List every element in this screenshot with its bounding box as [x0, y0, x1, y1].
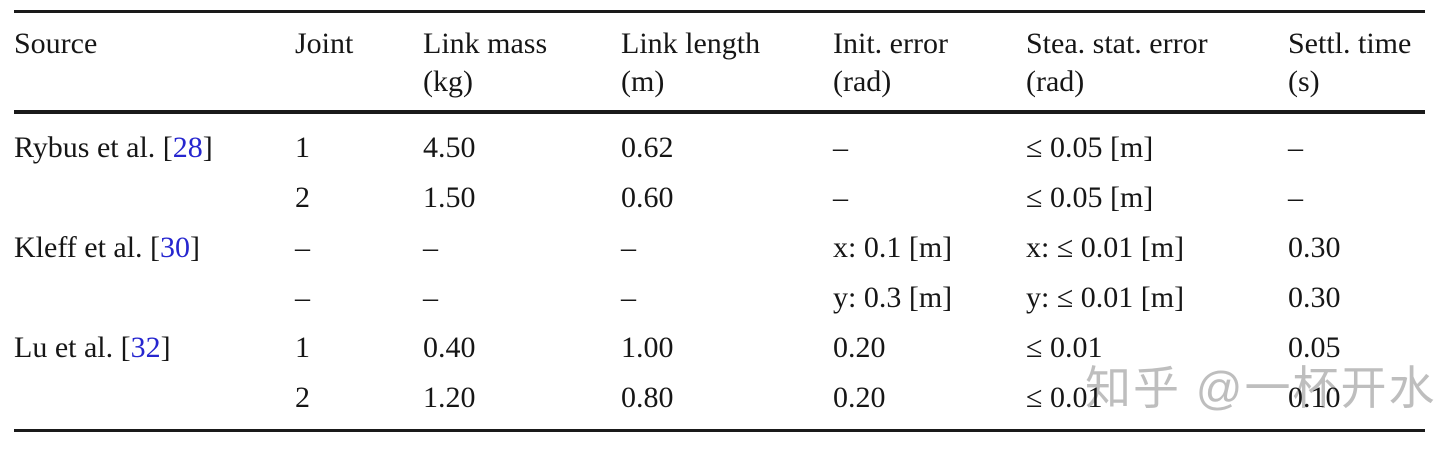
settling-time-cell: – — [1288, 131, 1303, 164]
steady-state-error-cell: ≤ 0.01 — [1026, 331, 1103, 364]
init-error-cell: – — [833, 131, 848, 164]
link-length-cell: 0.80 — [621, 381, 674, 414]
citation-link[interactable]: 28 — [172, 131, 203, 164]
settling-time-cell: 0.30 — [1288, 231, 1341, 264]
table-row: 2 1.50 0.60 – ≤ 0.05 [m] – — [14, 173, 1425, 223]
source-text: Lu et al. [ — [14, 331, 131, 364]
link-length-cell: – — [621, 281, 636, 314]
link-mass-cell: – — [423, 281, 438, 314]
table-row: 2 1.20 0.80 0.20 ≤ 0.01 0.10 — [14, 373, 1425, 423]
joint-cell: 1 — [295, 331, 310, 364]
column-header-settling-time: Settl. time (s) — [1288, 25, 1425, 101]
settling-time-cell: – — [1288, 181, 1303, 214]
column-label: Link mass — [423, 27, 548, 60]
column-header-link-mass: Link mass (kg) — [423, 25, 621, 101]
source-text: ] — [202, 131, 213, 164]
table-row: – – – y: 0.3 [m] y: ≤ 0.01 [m] 0.30 — [14, 273, 1425, 323]
table-bottom-rule — [14, 429, 1425, 432]
column-header-joint: Joint — [295, 25, 423, 101]
citation-link[interactable]: 32 — [130, 331, 161, 364]
steady-state-error-cell: ≤ 0.05 [m] — [1026, 181, 1154, 214]
column-unit: (kg) — [423, 65, 473, 98]
table-header-row: Source Joint Link mass (kg) Link length … — [14, 13, 1425, 110]
table-row: Rybus et al. [28] 1 4.50 0.62 – ≤ 0.05 [… — [14, 123, 1425, 173]
source-cell: Lu et al. [32] — [14, 323, 295, 373]
joint-cell: 2 — [295, 181, 310, 214]
column-label: Init. error — [833, 27, 948, 60]
link-mass-cell: 1.50 — [423, 181, 476, 214]
link-length-cell: 0.62 — [621, 131, 674, 164]
link-mass-cell: 1.20 — [423, 381, 476, 414]
link-length-cell: 0.60 — [621, 181, 674, 214]
init-error-cell: 0.20 — [833, 381, 886, 414]
source-cell — [14, 273, 295, 323]
link-mass-cell: – — [423, 231, 438, 264]
table-row: Lu et al. [32] 1 0.40 1.00 0.20 ≤ 0.01 0… — [14, 323, 1425, 373]
joint-cell: 2 — [295, 381, 310, 414]
comparison-table: Source Joint Link mass (kg) Link length … — [14, 0, 1425, 432]
column-label: Settl. time — [1288, 27, 1412, 60]
column-header-source: Source — [14, 25, 295, 101]
source-text: Kleff et al. [ — [14, 231, 161, 264]
source-cell — [14, 373, 295, 423]
link-length-cell: 1.00 — [621, 331, 674, 364]
steady-state-error-cell: y: ≤ 0.01 [m] — [1026, 281, 1185, 314]
source-cell — [14, 173, 295, 223]
steady-state-error-cell: x: ≤ 0.01 [m] — [1026, 231, 1185, 264]
settling-time-cell: 0.10 — [1288, 381, 1341, 414]
init-error-cell: x: 0.1 [m] — [833, 231, 953, 264]
link-length-cell: – — [621, 231, 636, 264]
zhihu-watermark: 知乎 @一杯开水 — [1085, 362, 1437, 414]
link-mass-cell: 0.40 — [423, 331, 476, 364]
table-row: Kleff et al. [30] – – – x: 0.1 [m] x: ≤ … — [14, 223, 1425, 273]
settling-time-cell: 0.05 — [1288, 331, 1341, 364]
column-header-init-error: Init. error (rad) — [833, 25, 1026, 101]
init-error-cell: – — [833, 181, 848, 214]
column-unit: (rad) — [1026, 65, 1085, 98]
column-unit: (rad) — [833, 65, 892, 98]
steady-state-error-cell: ≤ 0.05 [m] — [1026, 131, 1154, 164]
column-label: Joint — [295, 27, 354, 60]
source-cell: Rybus et al. [28] — [14, 123, 295, 173]
table-body: Rybus et al. [28] 1 4.50 0.62 – ≤ 0.05 [… — [14, 114, 1425, 429]
joint-cell: – — [295, 231, 310, 264]
steady-state-error-cell: ≤ 0.01 — [1026, 381, 1103, 414]
column-unit: (s) — [1288, 65, 1320, 98]
source-text: ] — [160, 331, 171, 364]
source-text: ] — [190, 231, 201, 264]
link-mass-cell: 4.50 — [423, 131, 476, 164]
column-label: Stea. stat. error — [1026, 27, 1208, 60]
column-label: Source — [14, 27, 98, 60]
joint-cell: 1 — [295, 131, 310, 164]
column-label: Link length — [621, 27, 761, 60]
column-header-steady-state-error: Stea. stat. error (rad) — [1026, 25, 1288, 101]
source-cell: Kleff et al. [30] — [14, 223, 295, 273]
init-error-cell: 0.20 — [833, 331, 886, 364]
joint-cell: – — [295, 281, 310, 314]
table-top-rule — [14, 10, 1425, 13]
citation-link[interactable]: 30 — [160, 231, 191, 264]
column-unit: (m) — [621, 65, 665, 98]
column-header-link-length: Link length (m) — [621, 25, 833, 101]
settling-time-cell: 0.30 — [1288, 281, 1341, 314]
init-error-cell: y: 0.3 [m] — [833, 281, 953, 314]
table-mid-rule — [14, 110, 1425, 114]
source-text: Rybus et al. [ — [14, 131, 173, 164]
